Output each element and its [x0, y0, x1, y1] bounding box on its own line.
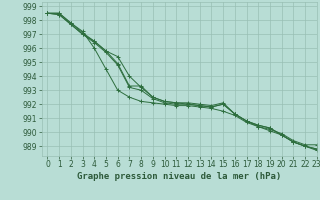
X-axis label: Graphe pression niveau de la mer (hPa): Graphe pression niveau de la mer (hPa)	[77, 172, 281, 181]
